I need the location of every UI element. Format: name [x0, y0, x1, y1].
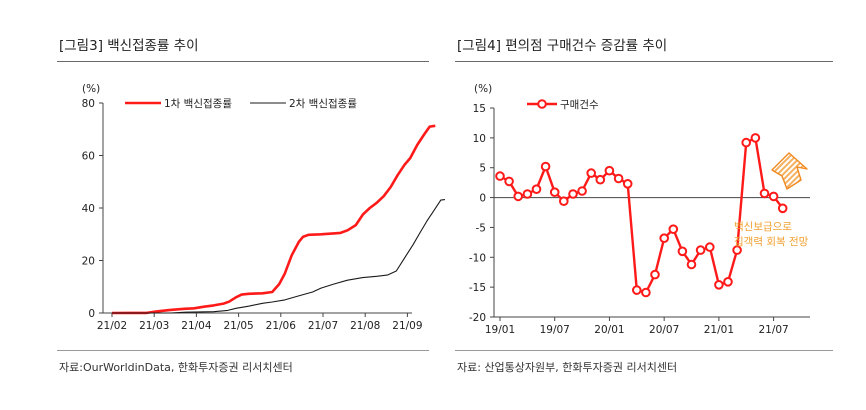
purchase-point: [568, 189, 578, 199]
purchase-point: [513, 191, 524, 202]
purchase-point: [741, 137, 752, 148]
purchase-point: [531, 184, 542, 194]
legend-label-purchase: 구매건수: [560, 99, 599, 111]
purchase-y-tick-label: 5: [479, 163, 486, 175]
vaccination-x-tick-label: 21/07: [308, 320, 338, 332]
purchase-point: [641, 287, 651, 298]
left-title-rule: [57, 61, 429, 62]
purchase-y-tick-label: -15: [469, 282, 486, 294]
vaccination-x-tick-label: 21/09: [392, 320, 422, 332]
vaccination-x-tick-label: 21/05: [223, 320, 253, 332]
purchase-point: [622, 179, 633, 189]
purchase-point: [732, 245, 742, 255]
purchase-point: [659, 233, 670, 243]
purchase-point: [577, 186, 587, 196]
purchase-y-tick-label: -10: [469, 252, 486, 264]
annotation-line-2: 집객력 회복 전망: [734, 236, 809, 248]
purchase-y-tick-label: -20: [469, 312, 486, 324]
purchase-point: [714, 280, 724, 290]
purchase-point: [686, 259, 697, 270]
purchase-x-tick-label: 19/01: [485, 324, 515, 336]
purchase-point: [768, 191, 779, 202]
purchase-y-tick-label: -5: [476, 222, 486, 234]
purchase-point: [705, 242, 715, 252]
purchase-point: [695, 245, 706, 255]
vaccination-y-tick-label: 40: [82, 203, 95, 215]
purchase-y-tick-label: 15: [473, 103, 486, 115]
purchase-point: [504, 176, 514, 187]
right-source: 자료: 산업통상자원부, 한화투자증권 리서치센터: [457, 361, 678, 374]
vaccination-x-tick-label: 21/04: [181, 320, 212, 332]
vaccination-rate-chart: (%) 0 20 40 60 80 21/02 21/03 21/04 21/05 21/06 2…: [82, 83, 446, 332]
purchase-point: [613, 173, 624, 184]
vaccination-x-tick-label: 21/03: [139, 320, 169, 332]
left-figure-title: [그림3] 백신접종률 추이: [59, 38, 199, 54]
purchase-point: [759, 188, 770, 199]
right-source-rule: [455, 350, 833, 351]
purchase-x-tick-label: 19/07: [540, 324, 570, 336]
left-source: 자료:OurWorldinData, 한화투자증권 리서치센터: [59, 361, 293, 374]
purchase-point: [777, 203, 788, 214]
vaccination-y-tick-label: 60: [82, 151, 95, 163]
vaccination-y-tick-label: 80: [82, 98, 95, 110]
purchase-x-tick-label: 20/07: [649, 324, 679, 336]
vaccination-y-unit-label: (%): [82, 83, 100, 95]
purchase-point: [668, 224, 679, 234]
purchase-y-tick-label: 0: [479, 193, 486, 205]
purchase-point: [632, 285, 642, 295]
purchase-point: [750, 133, 761, 143]
legend-marker-purchase: [537, 99, 547, 109]
purchase-point: [604, 165, 615, 176]
purchase-point: [522, 189, 533, 199]
purchase-y-tick-label: 10: [473, 133, 486, 145]
purchase-change-chart: (%) -20 -15 -10 -5 0 5 10 15 19/01 19/07 20/01 20/…: [469, 83, 810, 336]
purchase-point: [723, 277, 733, 287]
purchase-x-tick-label: 21/01: [704, 324, 734, 336]
purchase-point: [650, 269, 660, 280]
vaccination-x-tick-label: 21/02: [97, 320, 127, 332]
legend-label-second-dose: 2차 백신접종률: [289, 98, 357, 110]
right-figure-title: [그림4] 편의점 구매건수 증감률 추이: [457, 38, 668, 54]
first-dose-line: [111, 124, 436, 315]
legend-label-first-dose: 1차 백신접종률: [164, 98, 232, 110]
vaccination-y-tick-label: 0: [88, 308, 95, 320]
vaccination-x-tick-label: 21/08: [350, 320, 380, 332]
up-arrow-icon: [771, 152, 808, 190]
purchase-y-unit-label: (%): [474, 83, 492, 95]
vaccination-x-tick-label: 21/06: [266, 320, 297, 332]
purchase-point: [595, 174, 606, 185]
purchase-point: [559, 196, 569, 206]
purchase-x-tick-label: 21/07: [758, 324, 788, 336]
annotation-line-1: 백신보급으로: [734, 221, 792, 233]
purchase-x-tick-label: 20/01: [594, 324, 624, 336]
right-title-rule: [455, 61, 833, 62]
purchase-legend: 구매건수: [527, 99, 599, 111]
purchase-line: [499, 136, 784, 294]
left-source-rule: [57, 350, 429, 351]
purchase-point: [677, 246, 688, 257]
purchase-point: [540, 161, 551, 172]
purchase-point: [549, 187, 560, 197]
vaccination-y-tick-label: 20: [82, 256, 95, 268]
vaccination-legend: 1차 백신접종률 2차 백신접종률: [125, 98, 357, 110]
purchase-point: [586, 168, 597, 178]
purchase-point: [495, 171, 505, 181]
second-dose-line: [112, 199, 446, 314]
